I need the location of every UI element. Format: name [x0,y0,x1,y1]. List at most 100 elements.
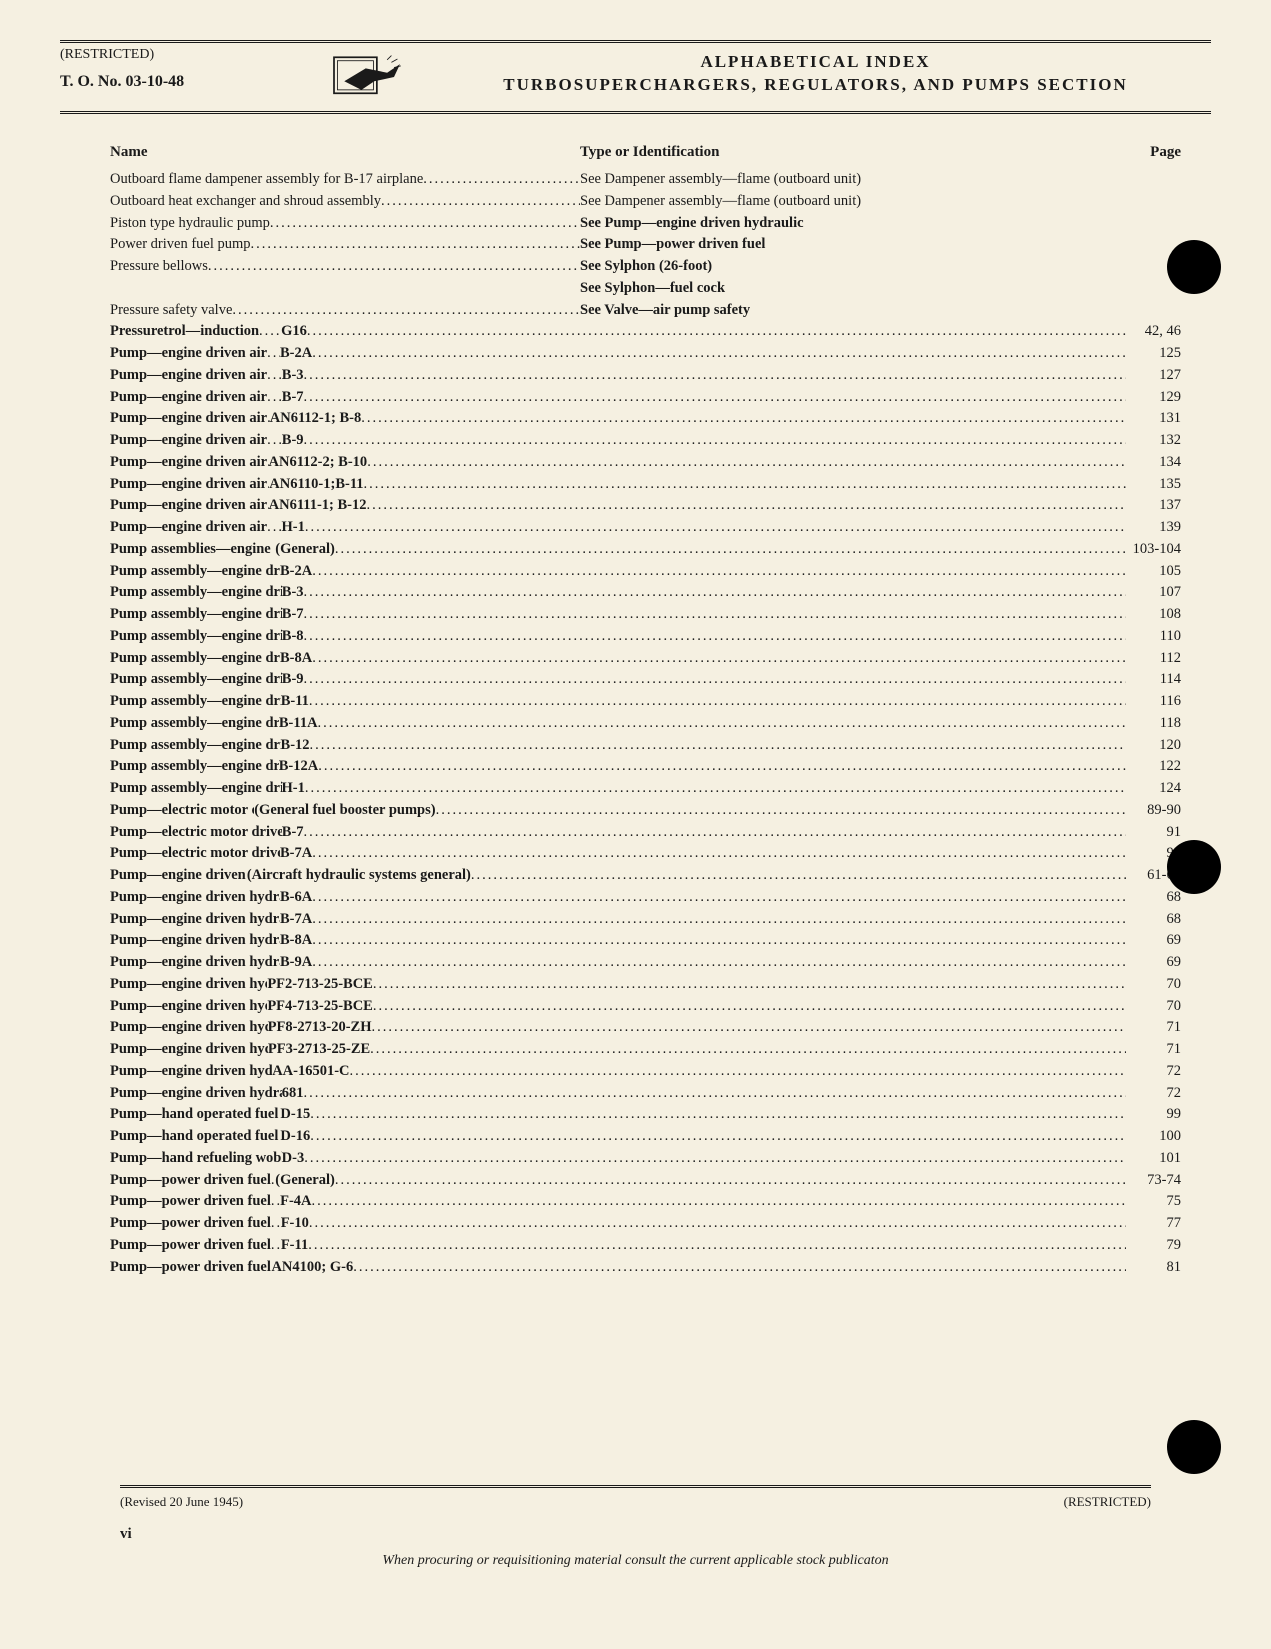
entry-name-cell: Pump—power driven fuel..................… [110,1191,280,1213]
index-entry: Pump—engine driven air..................… [110,517,1181,539]
entry-page: 139 [1126,517,1181,539]
entry-page: 75 [1126,1191,1181,1213]
dot-leader: ........................................… [305,517,1126,539]
entry-page: 42, 46 [1126,321,1181,343]
entry-type: B-7A [280,909,312,931]
dot-leader: ........................................… [251,234,580,256]
entry-type: AN6112-1; B-8 [270,408,361,430]
entry-name-cell: Pump assembly—engine driven air.........… [110,713,279,735]
dot-leader: ........................................… [208,256,580,278]
entry-name-cell: Pump assembly—engine driven air.........… [110,582,282,604]
dot-leader: ........................................… [305,778,1126,800]
entry-name: Pump assembly—engine driven air [110,669,282,691]
column-headers: Name Type or Identification Page [110,144,1181,161]
dot-leader: ........................................… [312,1191,1126,1213]
entry-page: 70 [1126,996,1181,1018]
entry-page: 107 [1126,582,1181,604]
index-entry: Pump assembly—engine driven air.........… [110,756,1181,778]
entry-name-cell: Pump—engine driven hydraulic............… [110,887,280,909]
entry-name: Pump—engine driven air [110,452,267,474]
index-entry: Pump—power driven fuel..................… [110,1235,1181,1257]
entry-type: D-3 [282,1148,305,1170]
entry-name-cell: Pump—electric motor driven fuel.........… [110,843,280,865]
index-entry: Piston type hydraulic pump..............… [110,213,1181,235]
entry-type: B-12 [281,735,310,757]
entry-name: Pump—engine driven hydraulic [110,1061,272,1083]
entry-type: G16 [281,321,307,343]
entry-name: Pump—engine driven air [110,408,267,430]
dot-leader: ........................................… [259,321,281,343]
entry-name-cell: Pump assembly—engine driven air.........… [110,778,282,800]
index-entry: Outboard heat exchanger and shroud assem… [110,191,1181,213]
entry-page: 73-74 [1126,1170,1181,1192]
footer-note: When procuring or requisitioning materia… [120,1553,1151,1569]
entry-name: Pump—engine driven hydraulic [110,865,247,887]
entry-name-cell: Pump—engine driven air..................… [110,365,282,387]
entry-name: Pump assembly—engine driven air [110,648,280,670]
index-entry: Pump assembly—engine driven air.........… [110,604,1181,626]
dot-leader: ........................................… [318,713,1126,735]
index-entry: Pump—engine driven air..................… [110,343,1181,365]
entry-type: F-11 [281,1235,308,1257]
entry-name-cell: Pump—engine driven hydraulic............… [110,952,280,974]
dot-leader: ........................................… [304,822,1126,844]
entry-page: 137 [1126,495,1181,517]
entry-name: Pump—engine driven hydraulic [110,930,280,952]
title-line-2: TURBOSUPERCHARGERS, REGULATORS, AND PUMP… [420,74,1211,97]
entry-type: PF4-713-25-BCE [267,996,373,1018]
dot-leader: ........................................… [308,1235,1126,1257]
entry-name: Pump—engine driven hydraulic [110,1039,268,1061]
entry-name: Pump assembly—engine driven air [110,561,280,583]
entry-name-cell: Piston type hydraulic pump..............… [110,213,580,235]
dot-leader: ........................................… [312,561,1126,583]
dot-leader: ........................................… [373,974,1126,996]
entry-type: B-8A [280,930,312,952]
dot-leader: ........................................… [310,1126,1126,1148]
dot-leader: ........................................… [304,582,1126,604]
entry-name-cell: Pump assembly—engine driven air.........… [110,561,280,583]
entry-page: 132 [1126,430,1181,452]
entry-type: (General fuel booster pumps) [254,800,435,822]
entry-name: Pump—engine driven hydraulic [110,909,280,931]
entry-name: Pump—hand operated fuel transfer [110,1104,280,1126]
punch-hole-icon [1167,840,1221,894]
entry-name-cell: Pump—engine driven hydraulic............… [110,1017,268,1039]
entry-page: 124 [1126,778,1181,800]
entry-type: See Dampener assembly—flame (outboard un… [580,191,861,213]
dot-leader: ........................................… [312,648,1126,670]
dot-leader: ........................................… [304,669,1126,691]
entry-page: 116 [1126,691,1181,713]
entry-name: Pump assembly—engine driven air [110,582,282,604]
entry-page: 134 [1126,452,1181,474]
entry-name-cell: Pump assembly—engine driven air.........… [110,735,281,757]
dot-leader: ........................................… [304,387,1126,409]
entry-name-cell: Pump—engine driven air..................… [110,343,280,365]
entry-type: B-2A [280,561,312,583]
index-entry: Pump—hand operated fuel transfer........… [110,1104,1181,1126]
entry-name-cell: Pressure bellows........................… [110,256,580,278]
col-type: Type or Identification [580,144,1101,161]
entry-type: AA-16501-C [272,1061,349,1083]
dot-leader: ........................................… [304,626,1126,648]
entry-type: H-1 [282,778,305,800]
entry-name-cell: Pump—engine driven hydraulic............… [110,1061,272,1083]
entry-name-cell: Pump assembly—engine driven air.........… [110,626,282,648]
entry-type: F-4A [280,1191,311,1213]
page-number: vi [120,1526,1151,1543]
index-entry: Pump—power driven fuel..................… [110,1257,1181,1279]
entry-page: 105 [1126,561,1181,583]
restricted-label: (RESTRICTED) [60,47,320,63]
entry-name-cell: Pump—engine driven hydraulic............… [110,1039,268,1061]
index-entry: Pump—electric motor driven fuel.........… [110,822,1181,844]
index-entry: Pump—engine driven air..................… [110,452,1181,474]
entry-type: AN6111-1; B-12 [269,495,367,517]
entry-name: Pump—electric motor driven fuel [110,843,280,865]
entry-name: Pump—power driven fuel [110,1191,271,1213]
dot-leader: ........................................… [310,1104,1126,1126]
punch-hole-icon [1167,240,1221,294]
entry-page: 100 [1126,1126,1181,1148]
entry-type: B-9A [280,952,312,974]
entry-name: Pump—engine driven hydraulic [110,1017,268,1039]
entry-page: 72 [1126,1061,1181,1083]
dot-leader: ........................................… [364,474,1126,496]
